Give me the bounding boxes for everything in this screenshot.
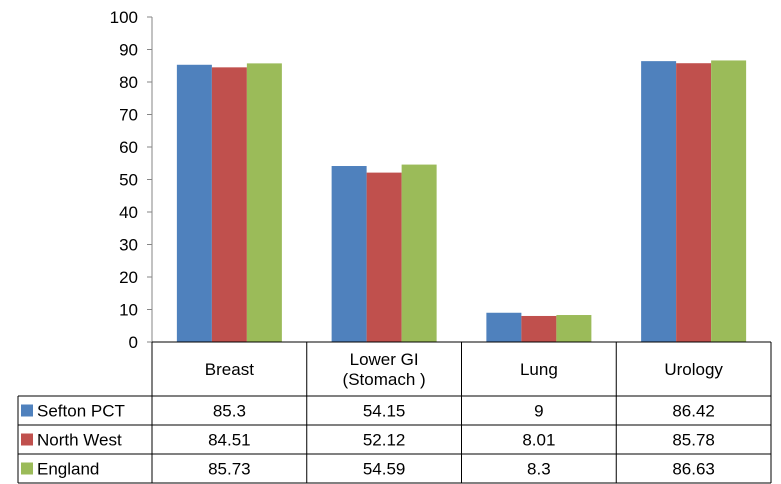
y-tick-label: 70 [119,106,138,125]
y-tick-label: 10 [119,301,138,320]
legend-key [21,433,33,446]
bars [176,60,747,343]
y-tick-label: 60 [119,138,138,157]
data-value: 84.51 [208,431,251,450]
bar [641,61,677,342]
bar [401,164,437,342]
bar [711,60,747,342]
data-value: 54.15 [363,402,406,421]
series-name: England [37,460,99,479]
data-value: 54.59 [363,460,406,479]
data-value: 52.12 [363,431,406,450]
y-tick-label: 100 [110,8,138,27]
data-value: 8.01 [522,431,555,450]
category-label: Lower GI [350,350,419,369]
series-name: Sefton PCT [37,402,125,421]
y-tick-label: 50 [119,171,138,190]
y-tick-label: 90 [119,41,138,60]
data-value: 86.63 [672,460,715,479]
category-label: Urology [664,360,723,379]
bar [556,315,592,342]
legend-key [21,462,33,475]
bar [486,312,522,342]
y-tick-label: 40 [119,203,138,222]
bar [521,315,557,342]
bar [331,166,367,342]
bar [176,64,212,343]
y-tick-label: 80 [119,73,138,92]
category-label: (Stomach ) [343,370,426,389]
bar [246,63,282,342]
data-value: 85.73 [208,460,251,479]
legend-key [21,404,33,417]
category-label: Breast [205,360,254,379]
data-value: 85.3 [213,402,246,421]
y-tick-label: 30 [119,236,138,255]
data-value: 85.78 [672,431,715,450]
data-value: 9 [534,402,543,421]
y-tick-label: 20 [119,268,138,287]
y-tick-label: 0 [129,333,138,352]
bar [676,63,712,343]
y-axis: 0 10 20 30 40 50 60 70 80 90 100 [110,8,153,352]
data-value: 8.3 [527,460,551,479]
series-name: North West [37,431,122,450]
data-table: Breast Lower GI(Stomach ) Lung Urology Sefto… [17,341,772,484]
bar [366,172,402,342]
category-label: Lung [520,360,558,379]
bar [211,67,247,342]
data-value: 86.42 [672,402,715,421]
